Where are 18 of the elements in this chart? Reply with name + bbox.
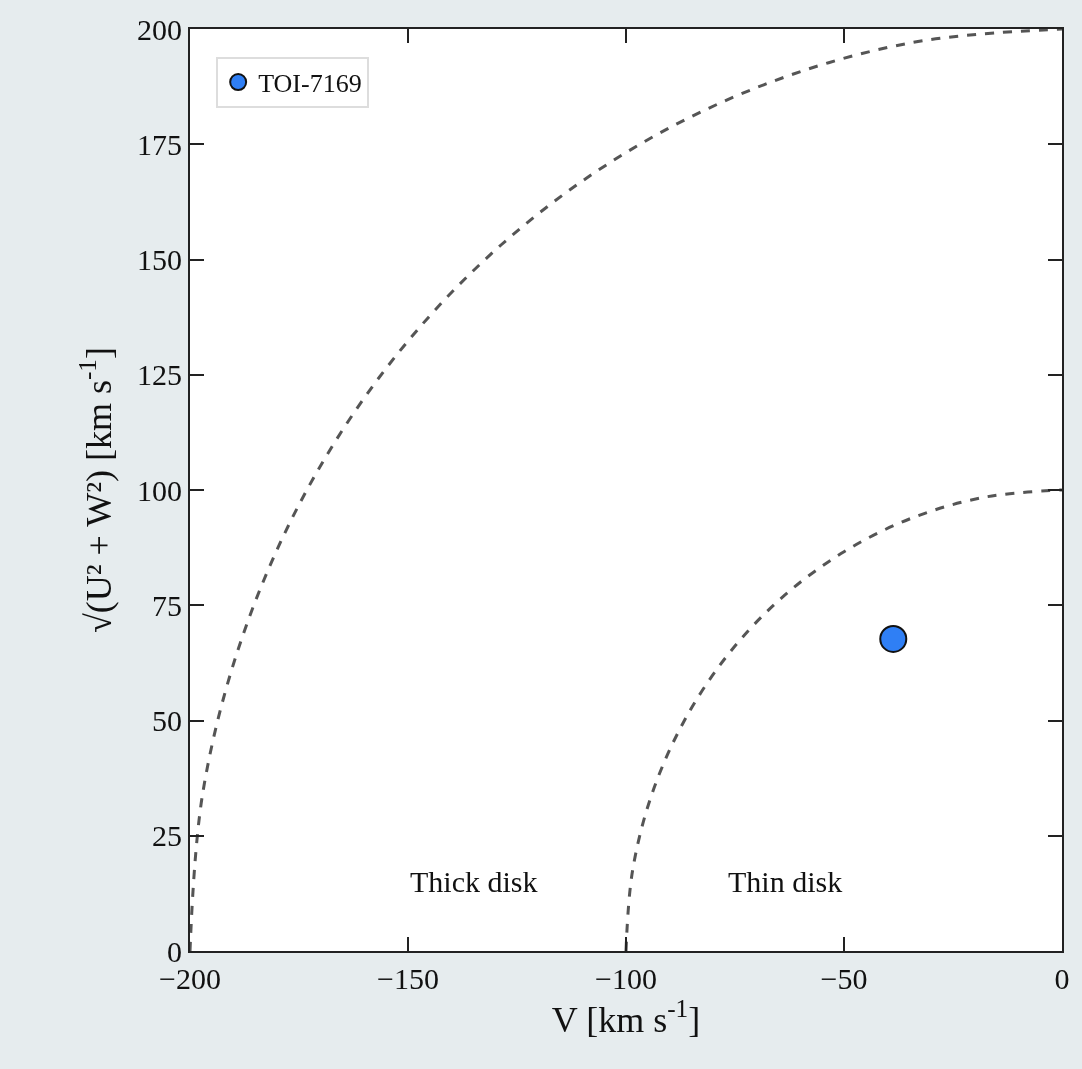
y-tick-label: 175 (137, 127, 182, 161)
x-tick-label: 0 (1054, 962, 1070, 995)
x-tick-label: −50 (820, 962, 868, 995)
y-tick-label: 75 (152, 588, 182, 622)
legend-label: TOI-7169 (258, 69, 362, 99)
line-series (624, 488, 1062, 951)
y-tick-label: 25 (152, 819, 182, 853)
y-tick-label: 150 (137, 243, 182, 276)
y-tick-label: 125 (137, 358, 182, 392)
x-tick-label: −100 (595, 962, 657, 995)
annotation: Thin disk (728, 865, 843, 898)
x-tick-label: −150 (377, 962, 439, 995)
y-tick-label: 100 (137, 473, 182, 507)
y-tick-label: 50 (152, 704, 182, 737)
annotation: Thick disk (410, 865, 538, 898)
x-axis-title: V [km s$^{-1}$] (551, 995, 701, 1041)
line-series (190, 29, 1062, 951)
y-tick-label: 200 (137, 12, 182, 46)
